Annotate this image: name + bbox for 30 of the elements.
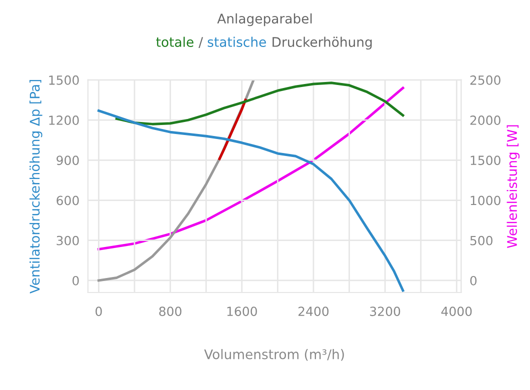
line-series [218, 98, 247, 160]
y-tick-label: 1500 [49, 75, 79, 85]
y-tick-label: 600 [56, 196, 79, 206]
y2-tick-label: 500 [470, 236, 492, 246]
x-tick-label: 1600 [227, 306, 257, 316]
y-tick-label: 900 [56, 156, 79, 166]
y2-tick-label: 1500 [470, 156, 500, 166]
y-tick-label: 0 [72, 276, 79, 286]
y2-tick-label: 0 [470, 276, 477, 286]
x-tick-label: 3200 [370, 306, 400, 316]
line-series [97, 86, 404, 250]
text: Druckerhöhung [272, 36, 372, 50]
y2-tick-label: 2000 [470, 116, 500, 125]
y2-tick-label: 2500 [470, 75, 500, 85]
y2-tick-label: 1000 [470, 196, 500, 206]
line-series [97, 109, 404, 292]
x-tick-label: 800 [159, 306, 182, 316]
line-series [115, 82, 404, 126]
x-tick-label: 0 [96, 306, 102, 316]
y-tick-label: 1200 [49, 116, 79, 125]
y-axis-title: Ventilatordruckerhöhung Δp [Pa] [30, 80, 42, 294]
chart-title: Anlageparabel [217, 13, 312, 26]
y-tick-label: 300 [56, 236, 79, 246]
x-tick-label: 2400 [298, 306, 329, 316]
y2-axis-title: Wellenleistung [W] [506, 125, 520, 248]
text: statische [208, 36, 266, 47]
text: totale [156, 36, 194, 47]
x-tick-label: 4000 [441, 306, 472, 316]
text: / [198, 37, 204, 48]
x-axis-title: Volumenstrom (m³/h) [204, 349, 344, 361]
